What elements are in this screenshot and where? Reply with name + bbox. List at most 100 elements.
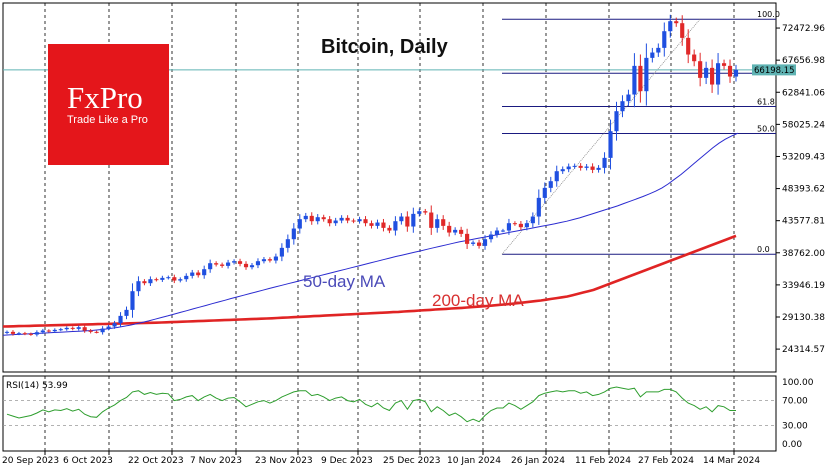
candle-body (172, 277, 177, 281)
candle (220, 262, 225, 268)
vertical-grid (44, 3, 735, 451)
candle (46, 329, 51, 333)
candle-body (542, 187, 547, 198)
candle (243, 261, 249, 270)
chart-title: Bitcoin, Daily (321, 36, 449, 58)
candle (674, 17, 679, 27)
candle (632, 53, 637, 108)
candle-body (112, 323, 117, 327)
candle-body (124, 309, 129, 316)
candle-body (303, 215, 308, 220)
candle (22, 331, 28, 336)
candle-body (40, 330, 45, 333)
candle (190, 269, 195, 279)
candle (614, 101, 619, 141)
candle-body (459, 229, 464, 234)
candle (459, 226, 464, 237)
candle (112, 320, 117, 329)
candle (704, 61, 709, 85)
candle-body (482, 239, 488, 246)
candle (554, 165, 559, 187)
candle (52, 328, 57, 333)
candle (572, 163, 577, 169)
candle (345, 215, 350, 224)
candle (393, 216, 398, 236)
candle (692, 49, 697, 67)
ma200-label: 200-day MA (432, 291, 524, 310)
candle (172, 274, 177, 284)
candle-body (686, 37, 691, 55)
candle (715, 53, 721, 95)
candle (560, 166, 565, 174)
candle (106, 324, 111, 331)
candle (100, 326, 105, 335)
candle (596, 165, 601, 173)
rsi-level-label: 30.00 (782, 421, 808, 431)
candle (136, 276, 141, 297)
candle (34, 330, 39, 337)
fib-level-label: 61.8 (757, 98, 775, 107)
candle-body (554, 171, 559, 182)
candle-body (435, 219, 440, 228)
candle-body (476, 242, 482, 246)
candle-body (584, 166, 589, 168)
candle (626, 89, 631, 107)
candle-body (393, 221, 398, 231)
candle (471, 240, 476, 246)
candle-body (465, 233, 470, 244)
candle-body (698, 61, 703, 78)
candle (124, 306, 129, 320)
candle (494, 227, 500, 238)
candle-body (375, 222, 380, 226)
candle-body (656, 47, 661, 53)
candle-body (620, 101, 625, 112)
candle-body (309, 215, 314, 222)
candle-body (70, 327, 75, 329)
candle (273, 253, 278, 264)
candle (321, 214, 326, 222)
main-panel-frame (2, 2, 777, 373)
candle-body (710, 67, 715, 85)
x-tick-label: 20 Sep 2023 (2, 456, 59, 466)
candle-body (28, 333, 33, 335)
y-tick-label: 58025.24 (782, 120, 825, 130)
candle (638, 54, 643, 103)
candle (94, 330, 99, 334)
candle-body (333, 220, 338, 224)
x-tick-label: 6 Oct 2023 (63, 456, 113, 466)
candle-body (429, 212, 434, 228)
x-tick-label: 25 Dec 2023 (383, 456, 441, 466)
candle-body (279, 247, 284, 257)
candle-body (566, 166, 571, 170)
candle-body (369, 223, 374, 226)
fib-level-label: 50.0 (757, 125, 775, 134)
candle (656, 43, 661, 57)
candle-body (447, 225, 452, 233)
candle (148, 276, 153, 286)
candle-body (572, 165, 577, 167)
y-tick-label: 72472.96 (782, 24, 825, 34)
candle (417, 208, 422, 217)
y-tick-label: 67656.98 (782, 56, 825, 66)
candle (369, 220, 374, 229)
candle (411, 207, 416, 233)
candle (399, 213, 404, 225)
candle (423, 208, 428, 215)
fxpro-logo: FxPro Trade Like a Pro (48, 44, 169, 165)
candle-body (178, 279, 183, 281)
candle (166, 275, 171, 280)
candle-body (16, 333, 22, 335)
rsi-line (6, 386, 736, 423)
candle (255, 258, 261, 269)
fib-level-label: 0.0 (757, 245, 770, 254)
candle-body (423, 211, 428, 213)
candle (4, 330, 10, 335)
candle-body (494, 230, 500, 235)
candle (566, 163, 571, 173)
candle-body (363, 219, 368, 224)
candle-body (52, 329, 57, 332)
candle (160, 275, 165, 282)
candle-body (243, 263, 249, 268)
candle (644, 43, 649, 106)
